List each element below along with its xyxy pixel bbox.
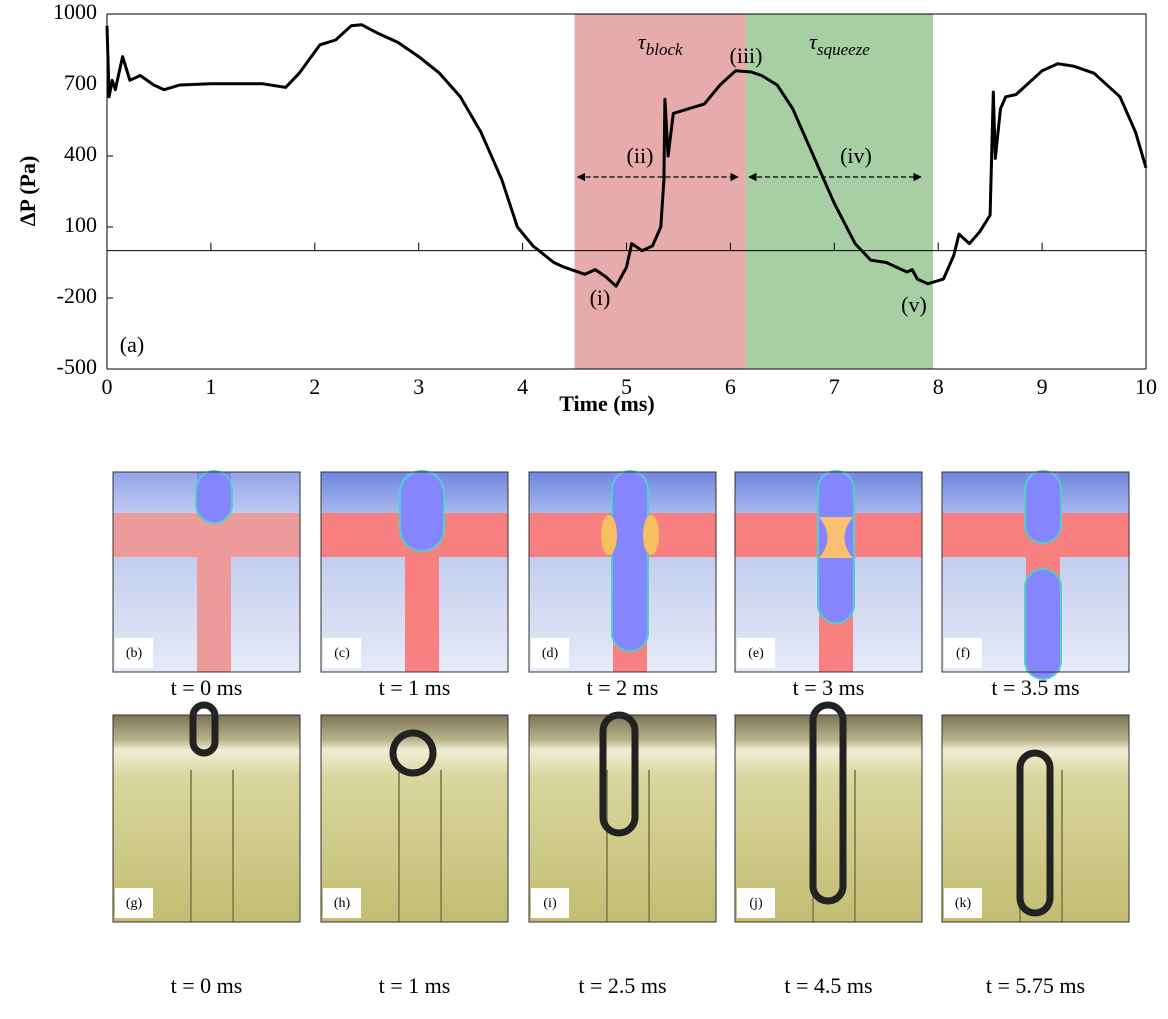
pinch [601,515,617,555]
x-axis-label: Time (ms) [559,391,655,416]
annotation: (a) [120,332,144,357]
panel-caption: t = 2.5 ms [578,973,666,998]
x-tick-label: 2 [309,374,320,399]
image-panel: (k) [942,715,1129,922]
panel-caption: t = 0 ms [171,675,243,700]
panel-caption: t = 4.5 ms [784,973,872,998]
image-panel: (j) [735,705,922,922]
panel-caption: t = 1 ms [379,675,451,700]
x-tick-label: 0 [102,374,113,399]
annotation: (iii) [730,43,763,68]
channel-down [405,557,439,672]
image-panel: (h) [321,715,508,922]
y-tick-label: 1000 [53,0,97,24]
panel-label: (j) [749,896,763,911]
droplet [401,472,443,550]
panel-label: (g) [126,896,143,911]
phase-subscript: squeeze [817,40,870,59]
x-tick-label: 5 [621,374,632,399]
droplet [1026,570,1060,678]
y-tick-label: 400 [64,141,97,166]
x-tick-label: 6 [725,374,736,399]
panel-label: (f) [956,646,970,661]
panel-caption: t = 0 ms [171,973,243,998]
panel-caption: t = 3 ms [793,675,865,700]
y-axis-label: ΔP (Pa) [15,156,40,227]
y-tick-label: 100 [64,212,97,237]
page: ΔP (Pa) Time (ms) τblockτsqueeze-500-200… [0,0,1168,1019]
image-panel: (b) [113,470,300,672]
panel-label: (k) [955,896,972,911]
panel-caption: t = 5.75 ms [986,973,1085,998]
channel-down [197,557,231,672]
annotation: (i) [590,285,611,310]
panel-label: (h) [334,896,351,911]
y-tick-label: -500 [57,354,97,379]
figure: ΔP (Pa) Time (ms) τblockτsqueeze-500-200… [0,0,1168,1014]
panel-label: (b) [126,646,143,661]
x-tick-label: 3 [413,374,424,399]
annotation: (iv) [840,143,872,168]
droplet [197,472,231,522]
panel-caption: t = 2 ms [587,675,659,700]
annotation: (v) [901,292,927,317]
image-panel: (i) [529,715,716,922]
x-tick-label: 4 [517,374,528,399]
annotation: (ii) [627,143,654,168]
panel-label: (d) [542,646,559,661]
panel-label: (e) [748,646,764,661]
panel-caption: t = 3.5 ms [991,675,1079,700]
x-tick-label: 9 [1037,374,1048,399]
phase-subscript: block [646,40,683,59]
panel-label: (i) [543,896,557,911]
phase-region [575,14,746,369]
image-panel: (d) [529,470,716,672]
droplet [613,472,647,650]
x-tick-label: 8 [933,374,944,399]
panel-caption: t = 1 ms [379,973,451,998]
x-tick-label: 1 [205,374,216,399]
image-panel: (f) [942,470,1129,680]
panel-label: (c) [334,646,350,661]
image-panel: (g) [113,705,300,922]
droplet [1026,472,1060,542]
x-tick-label: 10 [1135,374,1157,399]
x-tick-label: 7 [829,374,840,399]
image-panel: (e) [735,470,922,672]
pinch [643,515,659,555]
image-panel: (c) [321,470,508,672]
y-tick-label: -200 [57,283,97,308]
y-tick-label: 700 [64,70,97,95]
